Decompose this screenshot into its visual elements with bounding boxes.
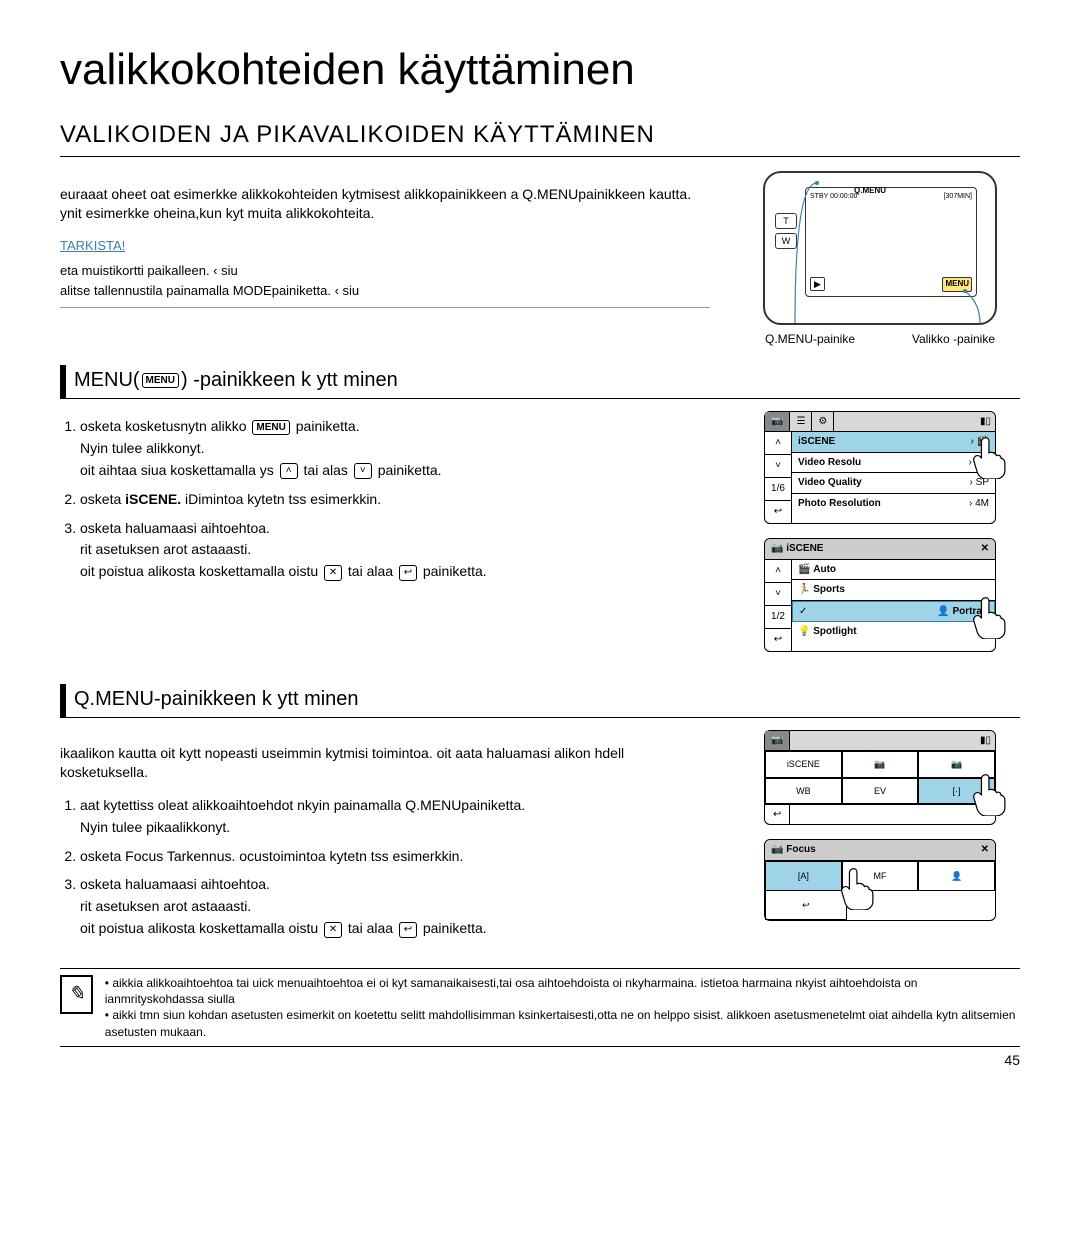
back-icon: ↩ [765,805,790,825]
qstep-3: osketa haluamaasi aihtoehtoa. rit asetuk… [80,875,710,938]
return-icon: ↩ [399,565,417,581]
menu-row: Video Quality› SP [792,473,995,494]
focus-cell: [A] [765,861,842,891]
section-heading: VALIKOIDEN JA PIKAVALIKOIDEN KÄYTTÄMINEN [60,119,1020,156]
scene-row: 💡 Spotlight [792,622,995,642]
qmenu-cell: 📷 [918,751,995,777]
close-icon: ✕ [981,843,989,857]
lcd-qmenu-grid: 📷 ▮▯ iSCENE📷📷WBEV[·] ↩ [764,730,996,825]
nav-back-icon: ↩ [765,501,791,523]
checklist: eta muistikortti paikalleen. ‹ siu alits… [60,258,710,308]
tarkista-label: TARKISTA! [60,237,710,255]
qmenu-cell: [·] [918,778,995,804]
scene-row: 🏃 Sports [792,580,995,601]
menu-badge-icon: MENU [142,373,179,389]
footnote: ✎ • aikkia alikkoaihtoehtoa tai uick men… [60,968,1020,1047]
qmenu-cell: WB [765,778,842,804]
qmenu-cell: EV [842,778,919,804]
focus-cell: 👤 [918,861,995,891]
close-icon: ✕ [324,922,342,938]
qstep-2: osketa Focus Tarkennus. ocustoimintoa ky… [80,847,710,866]
nav-back-icon: ↩ [765,629,791,651]
focus-cell: MF [842,861,919,891]
page-title: valikkokohteiden käyttäminen [60,40,1020,99]
scene-row: 🎬 Auto [792,560,995,581]
qstep-1: aat kytettiss oleat alikkoaihtoehdot nky… [80,796,710,837]
lcd-menu-list: 📷 ☰ ⚙ ▮▯ ˄ ˅ 1/6 ↩ iSCENE› 🎬Video Resolu… [764,411,996,525]
scene-row: ✓ 👤 Portrait [792,601,995,623]
tab-camera-icon: 📷 [765,731,790,751]
menu-button-on-screen: MENU [942,277,972,292]
qmenu-steps: aat kytettiss oleat alikkoaihtoehdot nky… [60,796,710,938]
menu-steps: osketa kosketusnytn alikko MENU painiket… [60,417,710,581]
lcd-iscene: 📷 iSCENE ✕ ˄ ˅ 1/2 ↩ 🎬 Auto🏃 Sports✓ 👤 P… [764,538,996,652]
zoom-wide-button: W [775,233,797,249]
nav-down-icon: ˅ [765,583,791,606]
step-2: osketa iSCENE. iDimintoa kytetn tss esim… [80,490,710,509]
up-icon: ˄ [280,463,298,479]
qmenu-cell: iSCENE [765,751,842,777]
menu-caption: Valikko -painike [912,331,995,347]
nav-page: 1/2 [765,606,791,629]
tab-camera-icon: 📷 [765,412,790,432]
close-icon: ✕ [981,542,989,556]
menu-row: iSCENE› 🎬 [792,432,995,453]
rec-status: STBY 00:00:00 [810,192,857,201]
return-icon: ↩ [399,922,417,938]
zoom-tele-button: T [775,213,797,229]
menu-row: Video Resolu› HD [792,453,995,474]
tab-gear-icon: ⚙ [812,412,834,432]
camera-diagram: T W Q.MENU STBY 00:00:00 [307MIN] ▶ MENU [763,171,997,325]
close-icon: ✕ [324,565,342,581]
remaining: [307MIN] [944,192,972,201]
battery-icon: ▮▯ [976,412,995,432]
nav-down-icon: ˅ [765,455,791,478]
menu-subheading: MENU(MENU) -painikkeen k ytt minen [60,365,1020,399]
nav-page: 1/6 [765,478,791,501]
step-1: osketa kosketusnytn alikko MENU painiket… [80,417,710,480]
battery-icon: ▮▯ [976,731,995,751]
nav-up-icon: ˄ [765,560,791,583]
nav-up-icon: ˄ [765,432,791,455]
tab-list-icon: ☰ [790,412,812,432]
menu-badge-icon: MENU [252,420,289,436]
step-3: osketa haluamaasi aihtoehtoa. rit asetuk… [80,519,710,582]
qmenu-intro: ikaalikon kautta oit kytt nopeasti useim… [60,744,710,782]
down-icon: ˅ [354,463,372,479]
playback-icon: ▶ [810,277,825,291]
menu-row: Photo Resolution› 4M [792,494,995,514]
back-icon: ↩ [765,891,847,920]
note-icon: ✎ [60,975,93,1014]
qmenu-caption: Q.MENU-painike [765,331,855,347]
page-number: 45 [60,1051,1020,1070]
qmenu-cell: 📷 [842,751,919,777]
intro-text: euraaat oheet oat esimerkke alikkokohtei… [60,185,710,223]
lcd-focus: 📷 Focus ✕ [A]MF👤 ↩ [764,839,996,921]
check-item: alitse tallennustila painamalla MODEpain… [60,282,710,300]
check-item: eta muistikortti paikalleen. ‹ siu [60,262,710,280]
qmenu-subheading: Q.MENU-painikkeen k ytt minen [60,684,1020,718]
